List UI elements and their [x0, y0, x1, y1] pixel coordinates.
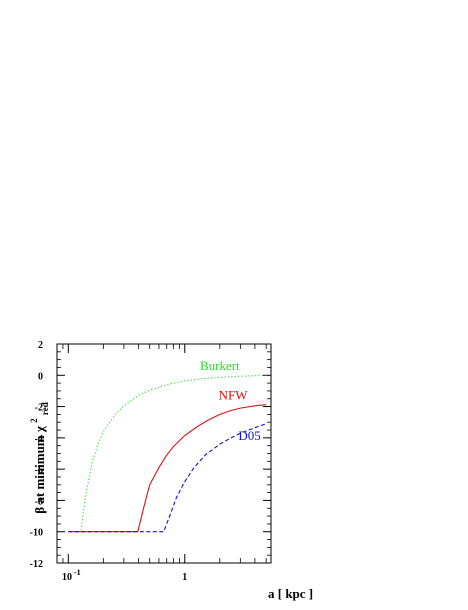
y-tick-label-2: -2	[35, 403, 43, 414]
series-line-d05	[68, 423, 267, 533]
y-axis-title-sup: 2	[29, 418, 39, 423]
series-line-burkert	[75, 374, 267, 533]
plot-area: 2 0 -2 -4 -6 -8 -10 -12 10 -1 1 Burkert NFW D05	[30, 340, 272, 583]
plot-frame	[56, 343, 272, 564]
y-tick-label-3: -4	[35, 434, 43, 445]
x-tick-label-0: 10 -1	[62, 568, 81, 583]
series-label-d05: D05	[238, 428, 260, 443]
series-label-nfw: NFW	[219, 388, 249, 403]
y-tick-label-7: -12	[30, 559, 43, 570]
y-axis-title-sub: red	[40, 402, 50, 415]
series-line-nfw	[68, 404, 267, 533]
x-tick-label-1: 1	[182, 572, 187, 583]
y-tick-label-5: -8	[35, 496, 43, 507]
y-tick-label-4: -6	[35, 465, 43, 476]
y-tick-label-1: 0	[38, 371, 43, 382]
y-axis-title-main: β at minimum χ	[32, 425, 47, 514]
y-tick-label-6: -10	[30, 528, 43, 539]
series-label-burkert: Burkert	[200, 358, 240, 373]
x-axis-title: a [ kpc ]	[268, 586, 313, 601]
y-axis-title: β at minimum χ 2 red	[25, 402, 50, 513]
y-tick-label-0: 2	[38, 340, 43, 351]
